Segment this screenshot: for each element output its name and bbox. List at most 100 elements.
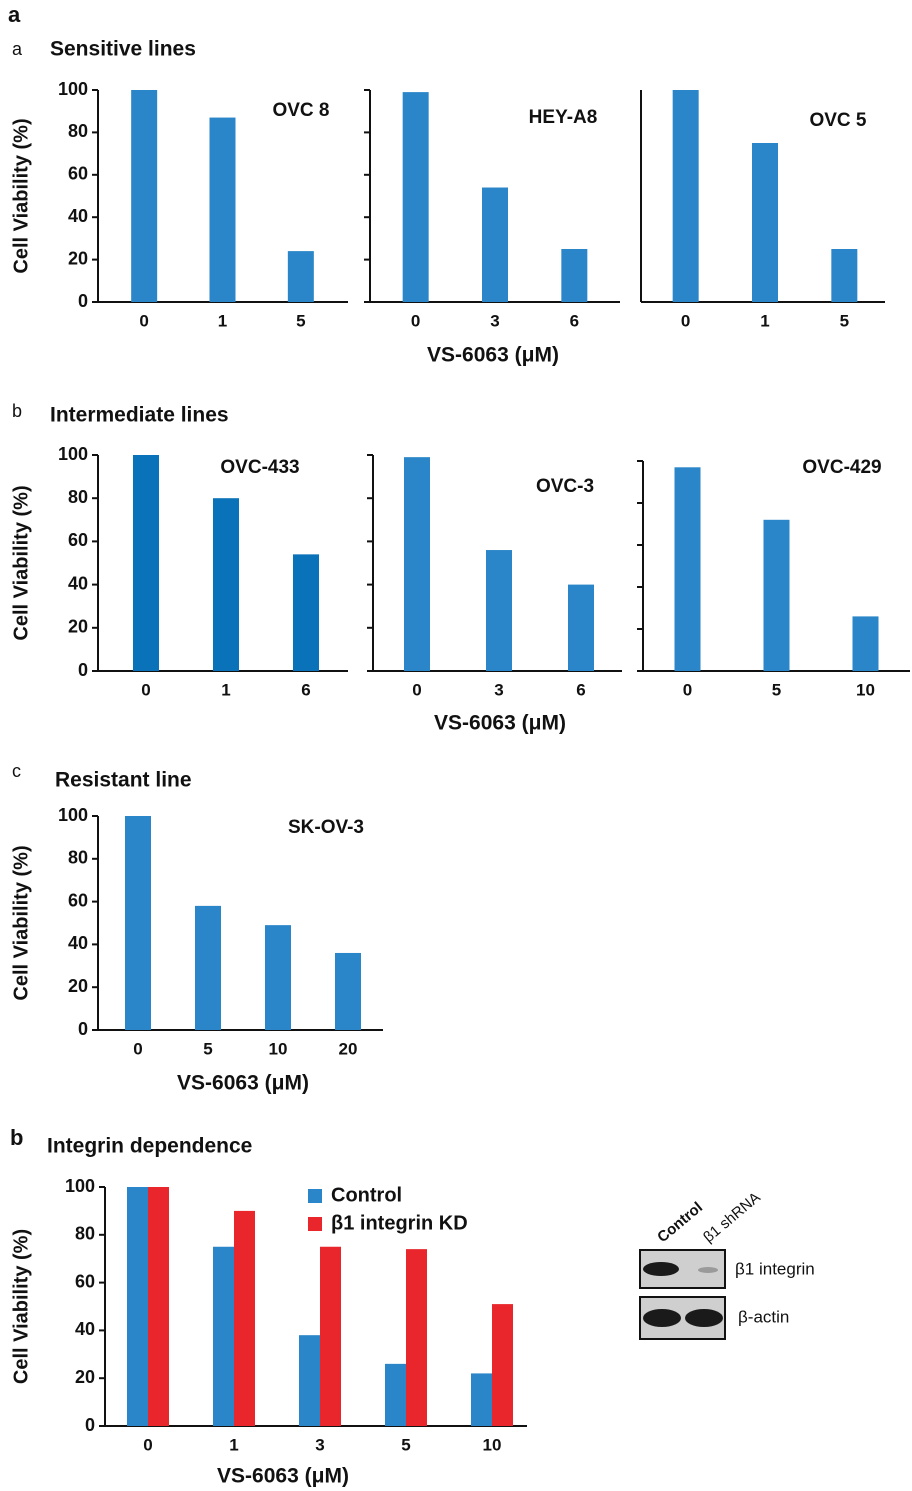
x-tick-label: 20 <box>339 1039 358 1058</box>
x-tick-label: 0 <box>412 680 421 699</box>
bar <box>299 1335 320 1426</box>
section-title: Intermediate lines <box>50 404 229 427</box>
x-tick-label: 5 <box>840 311 849 330</box>
y-tick-label: 80 <box>68 487 88 507</box>
y-tick-label: 80 <box>75 1224 95 1244</box>
x-tick-label: 6 <box>301 680 310 699</box>
bar <box>673 90 699 302</box>
bar <box>404 457 430 671</box>
y-tick-label: 100 <box>58 805 88 825</box>
section-label: a <box>12 39 23 59</box>
legend-swatch <box>308 1217 322 1231</box>
bar <box>561 249 587 302</box>
blot-row-label: β1 integrin <box>735 1259 815 1278</box>
bar <box>127 1187 148 1426</box>
chart-annotation: OVC-433 <box>220 457 299 478</box>
x-axis-label: VS-6063 (μM) <box>434 712 566 735</box>
y-tick-label: 60 <box>68 164 88 184</box>
bar <box>213 498 239 671</box>
y-tick-label: 0 <box>78 660 88 680</box>
bar <box>320 1247 341 1426</box>
bar <box>853 616 879 671</box>
figure-label: a <box>8 2 21 27</box>
x-tick-label: 0 <box>143 1435 152 1454</box>
section-label: c <box>12 761 21 781</box>
bar <box>764 520 790 671</box>
x-tick-label: 5 <box>296 311 305 330</box>
bar <box>131 90 157 302</box>
x-axis-label: VS-6063 (μM) <box>177 1072 309 1095</box>
y-tick-label: 80 <box>68 121 88 141</box>
x-tick-label: 10 <box>856 680 875 699</box>
legend-label: β1 integrin KD <box>331 1212 468 1234</box>
bar <box>133 455 159 671</box>
y-tick-label: 100 <box>58 79 88 99</box>
y-tick-label: 20 <box>75 1367 95 1387</box>
x-tick-label: 3 <box>490 311 499 330</box>
bar <box>482 188 508 302</box>
x-tick-label: 0 <box>411 311 420 330</box>
y-tick-label: 40 <box>68 933 88 953</box>
y-tick-label: 40 <box>75 1319 95 1339</box>
x-tick-label: 5 <box>203 1039 212 1058</box>
y-tick-label: 0 <box>78 1019 88 1039</box>
y-axis-label: Cell Viability (%) <box>10 485 32 640</box>
x-tick-label: 10 <box>483 1435 502 1454</box>
x-tick-label: 1 <box>760 311 769 330</box>
section-label: b <box>12 401 22 421</box>
section-title: Sensitive lines <box>50 38 196 61</box>
chart-annotation: OVC 5 <box>809 110 866 131</box>
section-title: Resistant line <box>55 769 192 792</box>
blot-lane-label: β1 shRNA <box>700 1189 764 1246</box>
x-tick-label: 10 <box>269 1039 288 1058</box>
bar <box>288 251 314 302</box>
bar <box>486 550 512 671</box>
chart-annotation: OVC-3 <box>536 476 594 497</box>
x-tick-label: 0 <box>141 680 150 699</box>
chart-annotation: SK-OV-3 <box>288 817 364 838</box>
bar <box>293 554 319 671</box>
bar <box>213 1247 234 1426</box>
legend-label: Control <box>331 1184 402 1206</box>
y-tick-label: 60 <box>75 1271 95 1291</box>
x-tick-label: 1 <box>221 680 230 699</box>
bar <box>148 1187 169 1426</box>
chart-annotation: HEY-A8 <box>529 107 598 128</box>
bar <box>234 1211 255 1426</box>
x-tick-label: 0 <box>139 311 148 330</box>
blot-band <box>698 1267 718 1273</box>
x-tick-label: 0 <box>133 1039 142 1058</box>
bar <box>406 1249 427 1426</box>
y-axis-label: Cell Viability (%) <box>10 1229 32 1384</box>
blot-band <box>685 1309 723 1327</box>
blot-row-label: β-actin <box>738 1307 789 1326</box>
blot-band <box>643 1309 681 1327</box>
x-tick-label: 6 <box>570 311 579 330</box>
y-tick-label: 80 <box>68 848 88 868</box>
figure: a a Sensitive lines b Intermediate lines… <box>0 0 912 1491</box>
x-axis-label: VS-6063 (μM) <box>217 1465 349 1488</box>
bar <box>471 1373 492 1426</box>
section-label: b <box>10 1125 23 1150</box>
x-tick-label: 5 <box>401 1435 410 1454</box>
y-axis-label: Cell Viability (%) <box>10 845 32 1000</box>
y-tick-label: 20 <box>68 976 88 996</box>
x-tick-label: 3 <box>494 680 503 699</box>
x-tick-label: 1 <box>218 311 227 330</box>
y-tick-label: 60 <box>68 530 88 550</box>
y-tick-label: 0 <box>78 291 88 311</box>
x-tick-label: 1 <box>229 1435 238 1454</box>
blot-lane-label: Control <box>654 1199 706 1246</box>
legend-swatch <box>308 1189 322 1203</box>
x-tick-label: 5 <box>772 680 781 699</box>
bar <box>831 249 857 302</box>
y-tick-label: 20 <box>68 617 88 637</box>
bar <box>385 1364 406 1426</box>
y-tick-label: 100 <box>65 1176 95 1196</box>
blot-band <box>643 1262 679 1276</box>
bar <box>195 906 221 1030</box>
y-axis-label: Cell Viability (%) <box>10 118 32 273</box>
bar <box>492 1304 513 1426</box>
y-tick-label: 0 <box>85 1415 95 1435</box>
x-tick-label: 0 <box>681 311 690 330</box>
